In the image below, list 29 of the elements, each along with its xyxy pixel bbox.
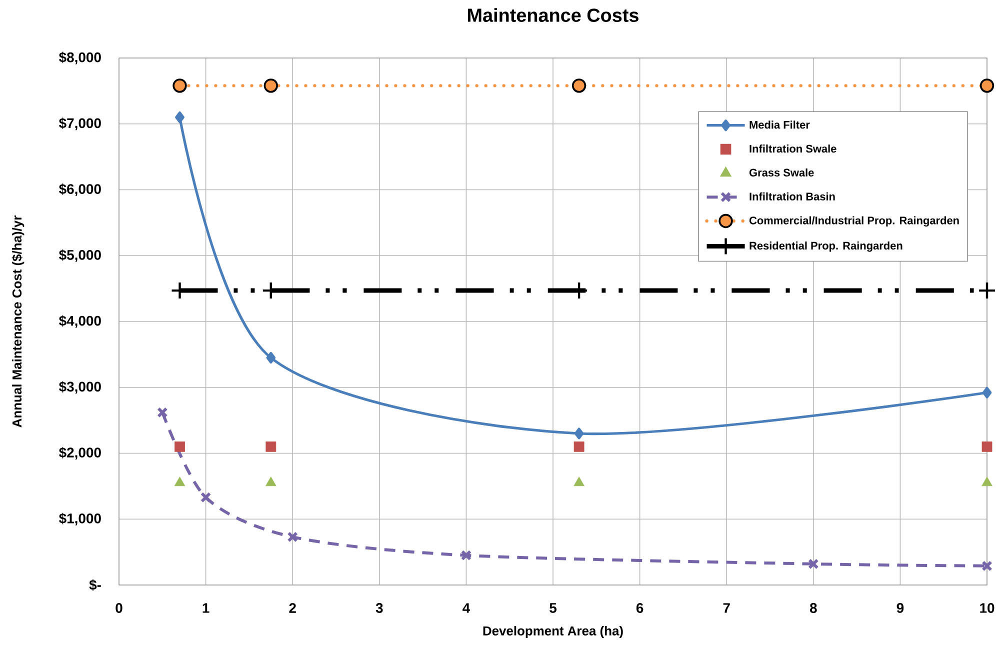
y-tick-label: $5,000 (59, 249, 101, 262)
legend-label: Media Filter (750, 120, 810, 129)
x-tick-label: 6 (636, 603, 644, 613)
x-tick-label: 7 (723, 603, 730, 613)
y-tick-label: $8,000 (59, 52, 101, 64)
x-tick-label: 0 (116, 603, 122, 613)
x-tick-label: 8 (810, 603, 817, 613)
y-tick-label: $3,000 (59, 381, 101, 394)
y-tick-label: $4,000 (59, 315, 101, 328)
legend-label: Infiltration Swale (750, 144, 836, 153)
legend-label: Commercial/Industrial Prop. Raingarden (749, 216, 959, 227)
y-axis-title: Annual Maintenance Cost ($/ha)/yr (12, 216, 24, 428)
x-tick-label: 3 (376, 603, 383, 613)
x-tick-label: 2 (289, 603, 296, 613)
x-axis-title: Development Area (ha) (483, 626, 623, 638)
x-tick-label: 4 (462, 603, 470, 613)
x-tick-label: 10 (980, 603, 994, 613)
chart-title: Maintenance Costs (468, 8, 638, 22)
x-tick-label: 1 (202, 603, 210, 613)
y-tick-label: $2,000 (59, 446, 101, 460)
legend-label: Grass Swale (749, 168, 814, 177)
x-tick-label: 5 (550, 603, 557, 613)
y-tick-label: $1,000 (59, 512, 101, 526)
legend-label: Residential Prop. Raingarden (750, 242, 902, 252)
x-tick-label: 9 (896, 603, 904, 613)
y-tick-label: $6,000 (59, 183, 101, 196)
y-tick-label: $7,000 (59, 118, 101, 130)
y-tick-label: $- (89, 579, 101, 591)
legend-label: Infiltration Basin (750, 192, 835, 200)
